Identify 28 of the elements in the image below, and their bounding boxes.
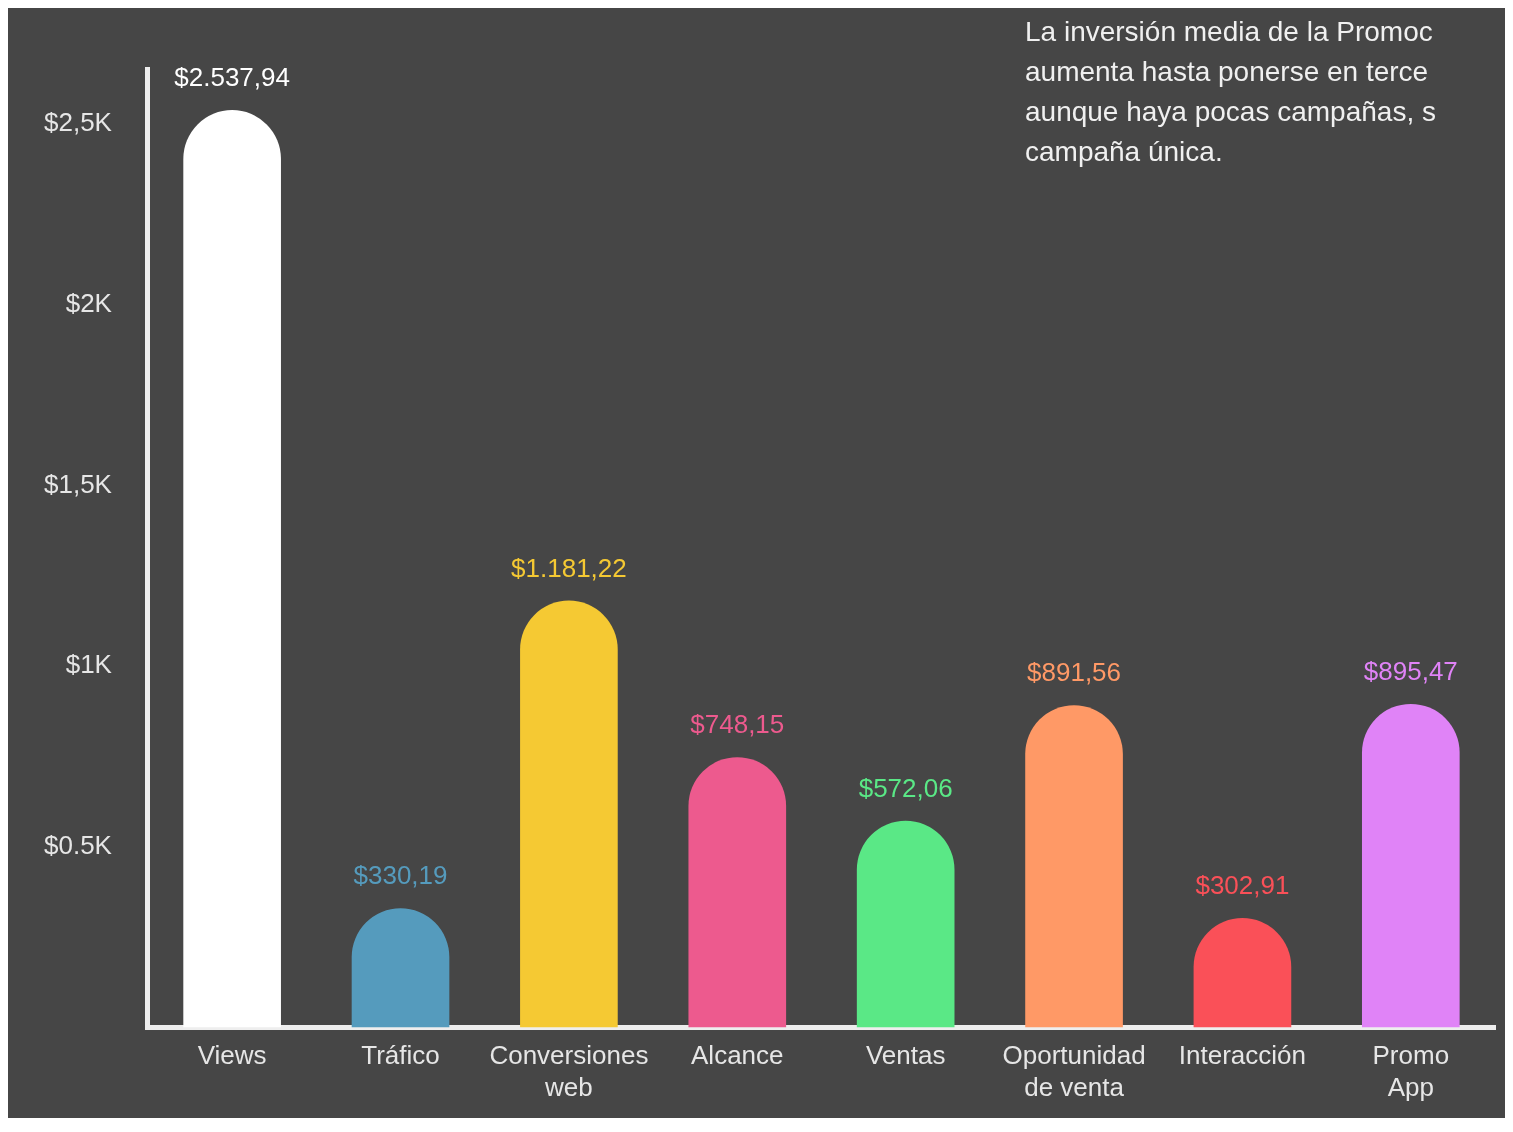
x-tick-label: Oportunidad de venta <box>1002 1040 1146 1102</box>
bar <box>183 110 281 1028</box>
bar <box>520 600 618 1028</box>
data-label: $302,91 <box>1195 870 1290 901</box>
x-tick-label: Promo App <box>1372 1040 1450 1102</box>
data-label: $895,47 <box>1363 656 1458 687</box>
y-tick-label: $0.5K <box>43 830 113 861</box>
data-label: $2.537,94 <box>174 62 290 93</box>
bar <box>1361 703 1460 1028</box>
x-tick-label: Views <box>197 1040 267 1071</box>
data-label: $572,06 <box>858 772 953 803</box>
y-tick-label: $2,5K <box>43 107 113 137</box>
data-label: $748,15 <box>690 709 785 740</box>
bar <box>1025 705 1123 1028</box>
x-tick-label: Interacción <box>1178 1040 1307 1071</box>
y-tick-label: $1,5K <box>43 468 113 499</box>
x-tick-label: Ventas <box>865 1040 946 1071</box>
y-tick-label: $2K <box>65 287 113 318</box>
data-label: $1.181,22 <box>511 552 627 583</box>
data-label: $891,56 <box>1027 657 1122 688</box>
x-tick-label: Conversiones web <box>489 1040 649 1102</box>
x-tick-label: Alcance <box>691 1040 784 1071</box>
bar <box>856 820 955 1028</box>
bar <box>688 757 787 1028</box>
x-tick-label: Tráfico <box>361 1040 440 1071</box>
data-label: $330,19 <box>353 860 448 891</box>
annotation: La inversión media de la Promoc aumenta hasta ponerse en terce aunque haya pocas campañas, s campaña única. <box>1025 15 1437 169</box>
y-tick-label: $1K <box>65 649 113 680</box>
